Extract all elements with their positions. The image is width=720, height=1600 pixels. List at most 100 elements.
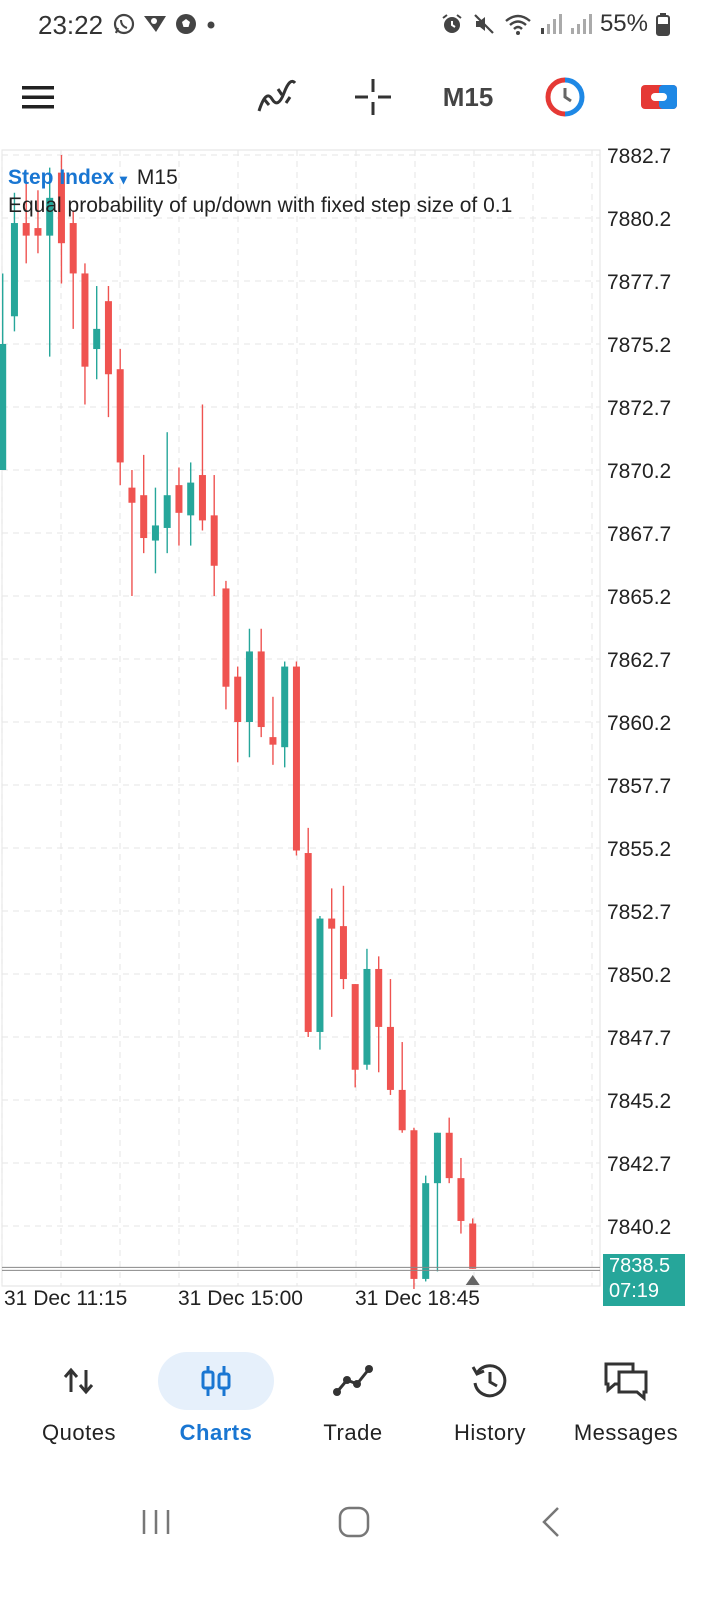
whatsapp-icon (113, 13, 135, 35)
location-tracker-icon (144, 16, 166, 32)
candle-up (46, 197, 54, 236)
bottom-navigation: Quotes Charts Trade History Messages (0, 1340, 720, 1460)
candle-up (151, 525, 159, 541)
candle-down (22, 223, 30, 236)
crosshair-button[interactable] (348, 72, 398, 122)
status-bar: 23:22 55% (0, 0, 720, 52)
candle-up (281, 666, 289, 748)
y-tick-label: 7865.2 (607, 586, 671, 609)
x-tick-label: 31 Dec 18:45 (355, 1287, 480, 1308)
status-time: 23:22 (38, 10, 104, 40)
candle-down (104, 301, 112, 375)
candle-up (163, 495, 171, 528)
nav-quotes[interactable]: Quotes (9, 1352, 149, 1462)
menu-button[interactable] (14, 72, 62, 122)
candle-up (422, 1183, 430, 1279)
candlestick-chart[interactable]: 7882.7 7880.2 7877.7 7875.2 7872.7 7870.2 7867… (0, 148, 720, 1308)
quotes-arrows-icon (63, 1367, 94, 1395)
y-tick-label: 7845.2 (607, 1090, 671, 1113)
y-tick-label: 7875.2 (607, 334, 671, 357)
chart-description: Equal probability of up/down with fixed … (8, 194, 513, 217)
nav-charts-label: Charts (179, 1420, 253, 1445)
chart-symbol-header[interactable]: Step Index ▾ M15 (8, 166, 178, 190)
candle-down (398, 1089, 406, 1131)
y-tick-label: 7882.7 (607, 148, 671, 168)
nav-messages-icon-wrap (568, 1352, 684, 1410)
recent-apps-icon[interactable] (138, 1506, 174, 1538)
nav-history-icon-wrap (432, 1352, 548, 1410)
y-tick-label: 7862.7 (607, 649, 671, 672)
bar-timer: 07:19 (609, 1280, 660, 1302)
crosshair-icon (355, 79, 391, 115)
back-icon[interactable] (538, 1504, 564, 1540)
candle-down (375, 968, 383, 1027)
system-navigation-bar (0, 1490, 720, 1560)
signal-icon-2 (570, 14, 592, 34)
candle-down (269, 737, 277, 745)
indicators-icon (257, 79, 297, 112)
candle-down (57, 172, 65, 244)
battery-percent: 55% (599, 10, 648, 37)
candle-up (0, 344, 7, 470)
indicators-button[interactable] (252, 72, 302, 122)
candle-up (316, 918, 324, 1032)
nav-quotes-label: Quotes (42, 1420, 116, 1445)
candle-down (234, 676, 242, 722)
x-tick-label: 31 Dec 15:00 (178, 1287, 303, 1308)
notification-icons (112, 12, 218, 36)
candle-up (10, 223, 18, 317)
candle-down (257, 651, 265, 728)
candle-down (457, 1178, 465, 1221)
candle-up (245, 651, 253, 722)
account-icon (641, 85, 677, 109)
y-tick-label: 7852.7 (607, 901, 671, 924)
nav-trade-icon-wrap (295, 1352, 411, 1410)
history-clock-icon (471, 1364, 507, 1398)
y-tick-label: 7867.7 (607, 523, 671, 546)
messages-bubbles-icon (604, 1362, 648, 1402)
candle-down (304, 853, 312, 1032)
y-tick-label: 7872.7 (607, 397, 671, 420)
candle-down (410, 1130, 418, 1279)
chart-symbol[interactable]: Step Index (8, 166, 115, 189)
y-tick-label: 7857.7 (607, 775, 671, 798)
timeframe-button[interactable]: M15 (436, 72, 500, 122)
trade-line-icon (333, 1365, 373, 1396)
nav-messages-label: Messages (573, 1420, 679, 1445)
nav-quotes-icon-wrap (21, 1352, 137, 1410)
menu-icon (22, 86, 54, 109)
football-icon (176, 14, 196, 34)
chart-toolbar: M15 (0, 62, 720, 132)
one-click-trading-button[interactable] (540, 72, 590, 122)
chart-timeframe: M15 (136, 166, 178, 189)
signal-icon-1 (540, 14, 562, 34)
mute-icon (474, 14, 494, 34)
timeframe-label: M15 (442, 81, 494, 112)
alarm-icon (442, 14, 462, 33)
candle-down (81, 273, 89, 367)
battery-icon (656, 13, 670, 36)
nav-trade[interactable]: Trade (283, 1352, 423, 1462)
nav-messages[interactable]: Messages (556, 1352, 696, 1462)
account-button[interactable] (634, 72, 684, 122)
nav-history-label: History (454, 1420, 526, 1445)
nav-charts[interactable]: Charts (146, 1352, 286, 1462)
one-click-trading-icon (545, 77, 585, 117)
charts-candles-icon (201, 1366, 231, 1396)
candle-down (198, 475, 206, 521)
candle-up (363, 968, 371, 1065)
candle-down (140, 495, 148, 539)
nav-history[interactable]: History (420, 1352, 560, 1462)
candle-down (386, 1026, 394, 1090)
price-chart[interactable]: 7882.7 7880.2 7877.7 7875.2 7872.7 7870.2 7867… (0, 148, 720, 1308)
nav-trade-label: Trade (323, 1420, 383, 1445)
candle-down (116, 369, 124, 463)
home-icon[interactable] (336, 1504, 372, 1540)
y-tick-label: 7842.7 (607, 1153, 671, 1176)
y-tick-label: 7860.2 (607, 712, 671, 735)
candle-down (469, 1223, 477, 1269)
wifi-icon (505, 14, 531, 35)
candle-down (339, 926, 347, 980)
candle-up (187, 482, 195, 516)
symbol-dropdown-icon[interactable]: ▾ (120, 171, 128, 187)
